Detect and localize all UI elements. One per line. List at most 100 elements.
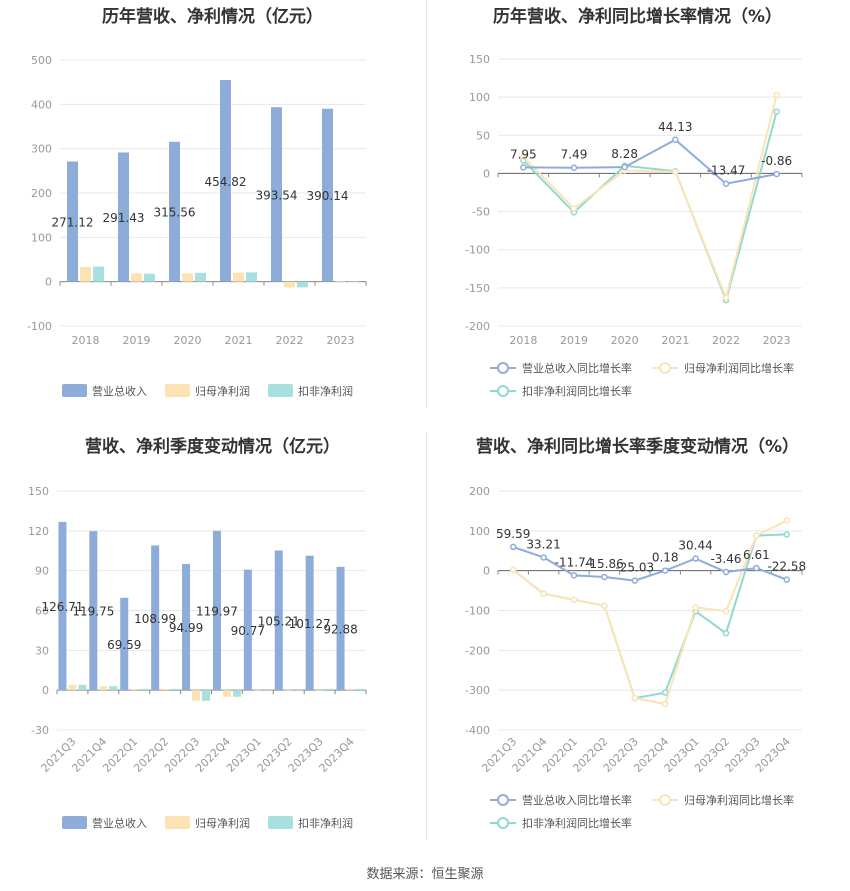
bar-2021Q4-3	[109, 686, 118, 691]
chart-title: 历年营收、净利同比增长率情况（%）	[492, 7, 783, 27]
y-tick-label: -200	[465, 644, 490, 657]
bar-2021Q3-3	[78, 684, 87, 691]
x-tick-label: 2021	[661, 334, 689, 347]
bar-2021-1	[220, 80, 231, 282]
y-tick-label: 300	[31, 143, 52, 156]
legend-label: 营业总收入同比增长率	[522, 361, 632, 375]
y-tick-label: 0	[483, 167, 490, 180]
x-tick-label: 2022	[712, 334, 740, 347]
data-label: 126.71	[41, 600, 83, 614]
point-2021Q3-1	[509, 543, 517, 551]
bar-2021Q4-2	[99, 686, 108, 691]
bar-2023Q1-3	[263, 690, 272, 691]
point-2021-2	[672, 168, 679, 176]
data-label: -13.47	[707, 164, 746, 178]
y-tick-label: 100	[31, 231, 52, 244]
data-label: 315.56	[154, 206, 196, 220]
chart-title: 历年营收、净利情况（亿元）	[102, 7, 323, 27]
data-label: 105.21	[258, 614, 300, 628]
x-tick-label: 2020	[611, 334, 639, 347]
data-label: 59.59	[496, 527, 530, 541]
data-label: 390.14	[307, 189, 349, 203]
legend-label: 归母净利润	[195, 816, 250, 830]
bar-2022-3	[297, 281, 308, 288]
point-2023-1	[773, 170, 780, 178]
y-tick-label: -100	[27, 320, 52, 333]
legend-label: 归母净利润同比增长率	[684, 361, 794, 375]
y-tick-label: -30	[31, 724, 49, 737]
point-2022Q2-1	[601, 573, 608, 581]
y-tick-label: -300	[465, 684, 490, 697]
bar-2019-2	[131, 273, 142, 282]
point-2023Q4-1	[783, 576, 791, 583]
data-label: 393.54	[256, 188, 298, 202]
y-tick-label: 100	[469, 91, 490, 104]
data-label: 271.12	[52, 216, 94, 230]
bar-2022Q3-3	[202, 690, 211, 701]
series-line-3	[522, 111, 778, 304]
y-tick-label: 50	[476, 129, 490, 142]
point-2023Q2-2	[722, 608, 730, 615]
x-tick-label: 2018	[509, 334, 537, 347]
point-2020-1	[621, 163, 628, 171]
legend-label: 归母净利润同比增长率	[684, 793, 794, 807]
point-2023Q2-3	[722, 629, 730, 637]
legend-label: 营业总收入同比增长率	[522, 793, 632, 807]
panel-divider	[426, 432, 427, 840]
legend-label: 营业总收入	[92, 384, 147, 398]
y-tick-label: 150	[469, 53, 490, 66]
bar-2022Q1-2	[130, 688, 139, 691]
data-label: -0.86	[761, 154, 792, 168]
data-label: -11.74	[555, 555, 594, 569]
bar-2023Q4-2	[346, 688, 355, 691]
legend-swatch	[268, 816, 293, 829]
y-tick-label: 400	[31, 98, 52, 111]
data-label: 119.97	[196, 605, 238, 619]
bar-2022Q2-3	[171, 688, 180, 691]
chart-panel-annual-revenue: 历年营收、净利情况（亿元）	[0, 0, 425, 430]
y-tick-label: 200	[31, 187, 52, 200]
bar-2020-1	[169, 141, 180, 282]
legend-label: 营业总收入	[92, 816, 147, 830]
point-2023Q4-3	[783, 531, 791, 538]
legend-label: 扣非净利润	[298, 384, 353, 398]
bar-2023-3	[348, 281, 359, 282]
bar-2022-1	[271, 107, 282, 282]
x-tick-label: 2023	[763, 334, 791, 347]
data-label: 0.18	[652, 551, 679, 565]
data-label: 69.59	[107, 638, 141, 652]
point-2021Q4-2	[540, 590, 547, 598]
data-label: -22.58	[767, 560, 806, 574]
bar-2018-1	[67, 161, 78, 282]
point-2019-1	[570, 164, 578, 171]
series-line-2	[512, 519, 788, 706]
y-tick-label: 150	[28, 485, 49, 498]
bar-2023Q1-2	[253, 690, 262, 691]
bar-2022Q3-1	[182, 564, 191, 691]
data-label: 30.44	[678, 539, 712, 553]
data-label: 8.28	[611, 147, 638, 161]
bar-2022Q2-2	[161, 688, 170, 691]
bar-2021Q3-2	[68, 684, 77, 691]
y-tick-label: 0	[42, 684, 49, 697]
x-tick-label: 2023Q4	[317, 735, 357, 775]
bar-2020-2	[182, 273, 193, 282]
bar-2018-3	[93, 266, 104, 282]
y-tick-label: 30	[35, 644, 49, 657]
data-label: 101.27	[289, 617, 331, 631]
data-source-note: 数据来源：恒生聚源	[366, 867, 484, 882]
data-label: 33.21	[526, 537, 560, 551]
data-label: 6.61	[743, 548, 770, 562]
point-2018-2	[520, 153, 527, 160]
x-tick-label: 2021	[225, 334, 253, 347]
data-label: 7.49	[561, 148, 588, 162]
legend-swatch	[62, 816, 87, 829]
x-tick-label: 2020	[174, 334, 202, 347]
bar-2022Q4-1	[212, 530, 221, 691]
bar-2021Q4-1	[89, 531, 98, 691]
point-2023Q4-2	[783, 517, 791, 524]
y-tick-label: 100	[469, 525, 490, 538]
y-tick-label: 90	[35, 565, 49, 578]
bar-2023Q2-3	[294, 690, 303, 691]
point-2022-1	[722, 180, 730, 187]
